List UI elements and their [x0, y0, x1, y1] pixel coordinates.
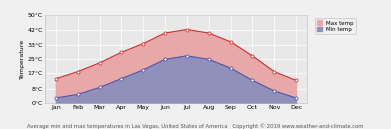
Point [249, 55, 255, 57]
Point [140, 43, 146, 45]
Point [75, 93, 81, 95]
Point [75, 71, 81, 73]
Point [184, 29, 190, 31]
Point [228, 67, 234, 69]
Point [97, 62, 103, 64]
Point [293, 79, 299, 81]
Point [271, 71, 277, 73]
Text: Average min and max temperatures in Las Vegas, United States of America   Copyri: Average min and max temperatures in Las … [27, 123, 364, 129]
Point [271, 90, 277, 92]
Point [97, 86, 103, 88]
Point [206, 32, 212, 34]
Point [53, 97, 59, 99]
Point [118, 78, 124, 80]
Point [140, 69, 146, 71]
Legend: Max temp, Min temp: Max temp, Min temp [315, 18, 356, 34]
Point [118, 51, 124, 53]
Point [293, 97, 299, 99]
Point [249, 79, 255, 81]
Point [184, 55, 190, 57]
Point [162, 58, 168, 60]
Y-axis label: Temperature: Temperature [20, 39, 25, 79]
Point [53, 78, 59, 80]
Point [206, 58, 212, 60]
Point [228, 41, 234, 43]
Point [162, 32, 168, 34]
